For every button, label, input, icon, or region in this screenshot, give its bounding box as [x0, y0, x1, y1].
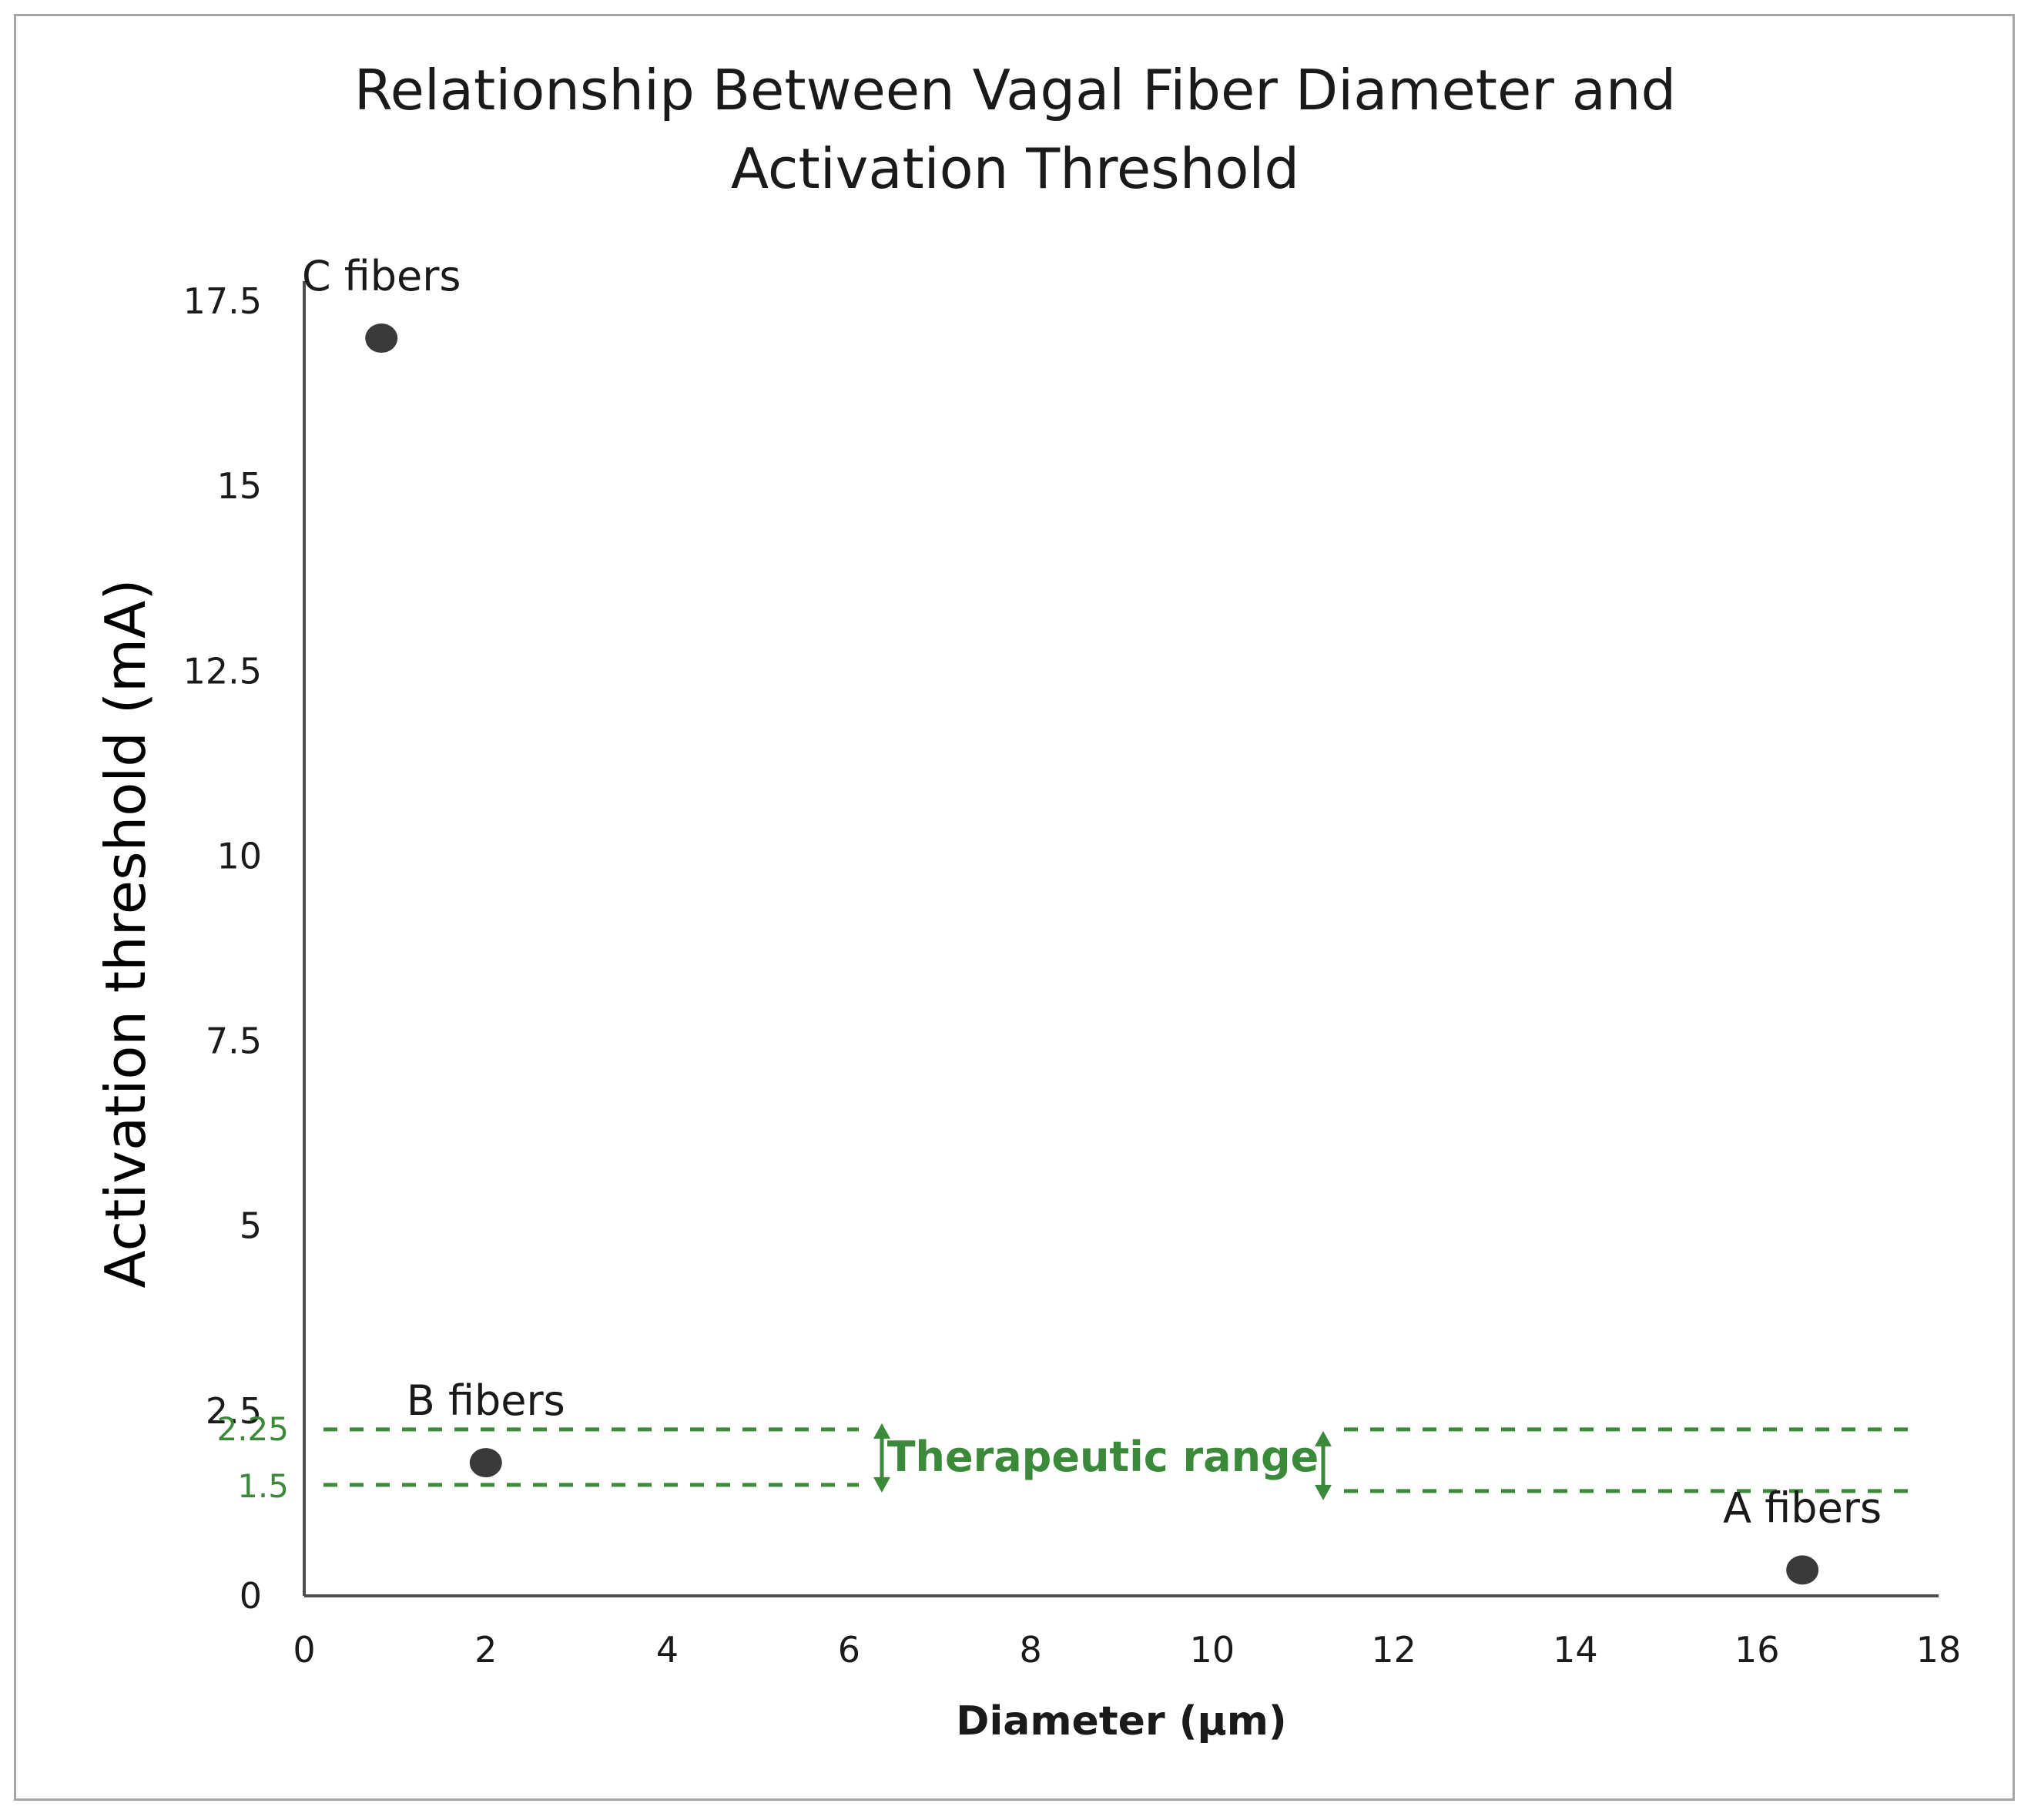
y-tick-label: 15 — [216, 465, 262, 507]
range-arrow-right — [1315, 1430, 1332, 1500]
y-tick-label: 2.5 — [206, 1390, 262, 1432]
x-tick-label: 8 — [1019, 1629, 1041, 1671]
x-tick-label: 18 — [1916, 1629, 1962, 1671]
data-points: C fibers B fibers A fibers — [302, 252, 1882, 1585]
y-tick-label: 5 — [240, 1205, 262, 1247]
data-point — [1786, 1555, 1819, 1585]
point-label: A fibers — [1723, 1483, 1882, 1532]
chart-title: Relationship Between Vagal Fiber Diamete… — [354, 58, 1676, 201]
point-label: B fibers — [407, 1376, 565, 1425]
range-upper-label: 2.25 — [216, 1410, 289, 1448]
x-tick-label: 16 — [1734, 1629, 1780, 1671]
y-tick-label: 12.5 — [183, 650, 262, 692]
y-tick-label: 7.5 — [206, 1021, 262, 1062]
chart-title-line-2: Activation Threshold — [731, 136, 1299, 201]
x-tick-label: 4 — [656, 1629, 679, 1671]
x-tick-label: 0 — [293, 1629, 315, 1671]
x-tick-labels: 0 2 4 6 8 10 12 14 16 18 — [293, 1629, 1961, 1671]
x-tick-label: 6 — [838, 1629, 860, 1671]
data-point — [365, 323, 398, 354]
therapeutic-range-label: Therapeutic range — [887, 1433, 1319, 1481]
x-axis-label: Diameter (µm) — [956, 1698, 1286, 1745]
x-tick-label: 10 — [1190, 1629, 1235, 1671]
point-label: C fibers — [302, 252, 461, 300]
x-tick-label: 14 — [1553, 1629, 1598, 1671]
axes — [303, 281, 1939, 1597]
y-tick-labels: 0 2.5 5 7.5 10 12.5 15 17.5 — [183, 280, 262, 1617]
data-point — [469, 1448, 502, 1478]
chart-frame — [14, 14, 2015, 1801]
therapeutic-range: 2.25 1.5 Therapeutic range — [216, 1410, 1918, 1505]
y-tick-label: 10 — [216, 835, 262, 876]
range-lower-label: 1.5 — [237, 1467, 289, 1505]
y-tick-label: 0 — [240, 1575, 262, 1617]
range-arrow-left — [873, 1423, 890, 1493]
y-axis-label: Activation threshold (mA) — [93, 579, 158, 1289]
x-tick-label: 2 — [474, 1629, 497, 1671]
y-tick-label: 17.5 — [183, 280, 262, 322]
x-tick-label: 12 — [1371, 1629, 1416, 1671]
chart-title-line-1: Relationship Between Vagal Fiber Diamete… — [354, 58, 1676, 122]
